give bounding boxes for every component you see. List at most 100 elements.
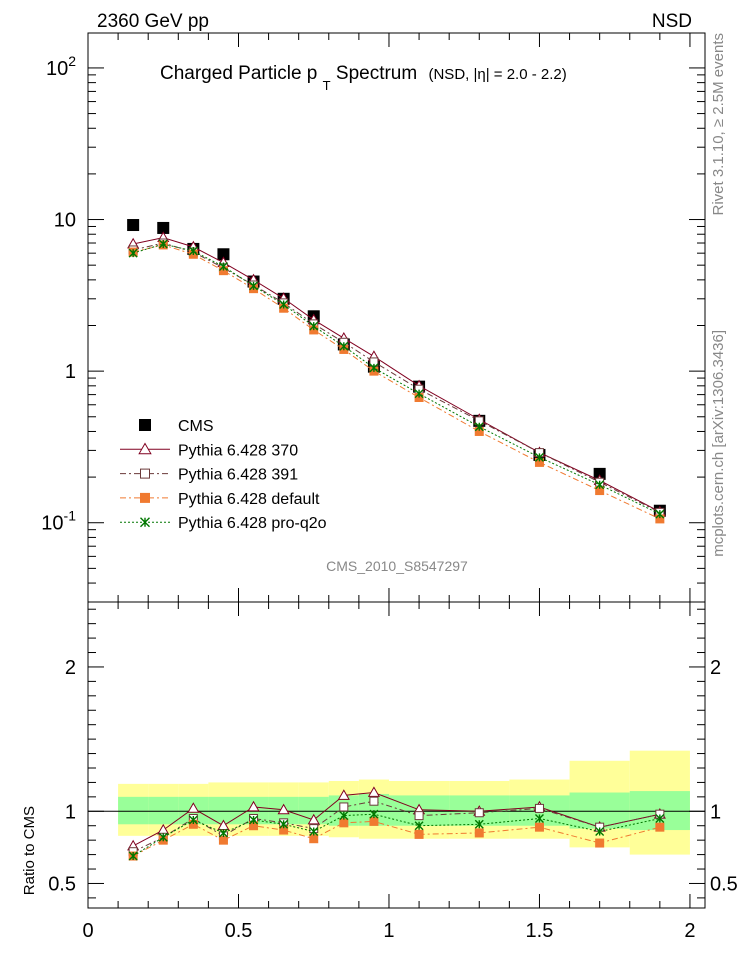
ratio-point-pythia-6-428-370 xyxy=(187,802,200,813)
ratio-point-pythia-6-428-391 xyxy=(474,808,484,818)
ratio-point-pythia-6-428-pro-q2o xyxy=(655,814,665,824)
main-marks xyxy=(127,219,666,524)
chart-title-subscript: T xyxy=(323,78,331,93)
ratio-panel: 0 0.5 1 1.5 2 0.5 0.5 1 1 2 2 Ratio to CMS xyxy=(21,601,738,942)
ratio-point-pythia-6-428-370 xyxy=(247,800,260,812)
main-panel: 10-1 1 10 102 Charged Particle p T Spectrum… xyxy=(41,32,706,603)
ratio-point-pythia-6-428-pro-q2o xyxy=(188,815,198,825)
y-tick-label: 2 xyxy=(65,657,76,679)
ratio-point-pythia-6-428-pro-q2o xyxy=(534,814,544,824)
ratio-point-pythia-6-428-370 xyxy=(277,803,290,815)
ratio-point-pythia-6-428-default xyxy=(655,822,665,832)
series-line-pythia-6-428-pro-q2o xyxy=(132,243,661,515)
ratio-point-pythia-6-428-pro-q2o xyxy=(309,827,319,836)
y-tick-label: 0.5 xyxy=(48,873,76,895)
ratio-bands xyxy=(88,750,705,855)
ratio-point-pythia-6-428-default xyxy=(595,838,605,848)
y-tick-label: 1 xyxy=(65,801,76,823)
energy-label: 2360 GeV pp xyxy=(97,11,209,32)
chart-title-tail: Spectrum xyxy=(336,63,417,84)
ratio-point-pythia-6-428-default xyxy=(414,829,424,839)
data-point-pythia-6-428-pro-q2o xyxy=(309,321,319,331)
chart-title: Charged Particle p T Spectrum (NSD, |η| … xyxy=(160,63,567,95)
legend-label-pythia-6-428-370: Pythia 6.428 370 xyxy=(178,442,298,459)
y-tick-label-right: 2 xyxy=(710,657,721,679)
legend-label-pythia-6-428-391: Pythia 6.428 391 xyxy=(178,467,298,484)
legend-marker-pythia-6-428-pro-q2o xyxy=(140,517,150,528)
y-tick-label-right: 0.5 xyxy=(710,873,738,895)
ratio-point-pythia-6-428-370 xyxy=(337,789,350,800)
ratio-point-pythia-6-428-pro-q2o xyxy=(369,809,379,819)
series-line-pythia-6-428-391 xyxy=(132,242,661,513)
ratio-point-pythia-6-428-391 xyxy=(414,811,424,821)
chart-title-note: (NSD, |η| = 2.0 - 2.2) xyxy=(428,66,566,83)
data-point-pythia-6-428-pro-q2o xyxy=(339,341,349,351)
chart-title-main: Charged Particle p xyxy=(160,63,317,84)
ratio-point-pythia-6-428-pro-q2o xyxy=(249,815,259,825)
legend-marker-cms xyxy=(139,419,151,431)
data-point-pythia-6-428-pro-q2o xyxy=(249,281,259,291)
ratio-point-pythia-6-428-391 xyxy=(369,796,379,806)
data-point-pythia-6-428-pro-q2o xyxy=(158,239,168,249)
legend-marker-pythia-6-428-391 xyxy=(140,468,150,479)
data-point-pythia-6-428-pro-q2o xyxy=(279,300,289,310)
data-point-pythia-6-428-pro-q2o xyxy=(595,480,605,490)
ratio-point-pythia-6-428-pro-q2o xyxy=(158,832,168,842)
legend-label-pythia-6-428-pro-q2o: Pythia 6.428 pro-q2o xyxy=(178,515,327,532)
ratio-marks xyxy=(127,786,666,861)
y-tick-label: 102 xyxy=(46,53,76,80)
ratio-frame xyxy=(87,601,706,909)
uncertainty-band-inner xyxy=(148,796,179,825)
x-tick-label: 0 xyxy=(82,920,93,942)
x-tick-label: 2 xyxy=(684,920,695,942)
process-label: NSD xyxy=(652,11,692,32)
ratio-point-pythia-6-428-pro-q2o xyxy=(339,811,349,821)
ratio-point-pythia-6-428-370 xyxy=(367,786,380,797)
x-tick-label: 0.5 xyxy=(225,920,253,942)
uncertainty-band-inner xyxy=(118,796,149,825)
ratio-point-pythia-6-428-default xyxy=(309,834,319,844)
ratio-line-pythia-6-428-391 xyxy=(132,800,661,853)
y-tick-label-exponent: 2 xyxy=(68,53,76,69)
data-point-pythia-6-428-pro-q2o xyxy=(369,363,379,373)
legend: CMS Pythia 6.428 370 Pythia 6.428 391 Pythi… xyxy=(120,418,327,532)
ratio-axes: 0 0.5 1 1.5 2 0.5 0.5 1 1 2 2 xyxy=(48,602,738,942)
y-tick-label: 10 xyxy=(54,210,76,232)
x-tick-label: 1.5 xyxy=(526,920,554,942)
data-point-pythia-6-428-pro-q2o xyxy=(188,246,198,256)
rivet-version-label: Rivet 3.1.10, ≥ 2.5M events xyxy=(710,33,727,216)
data-point-pythia-6-428-pro-q2o xyxy=(218,262,228,271)
ratio-point-pythia-6-428-default xyxy=(534,822,544,832)
y-tick-label: 10-1 xyxy=(41,508,76,535)
x-tick-label: 1 xyxy=(383,920,394,942)
ratio-point-pythia-6-428-391 xyxy=(534,803,544,813)
ratio-point-pythia-6-428-default xyxy=(474,828,484,838)
ratio-point-pythia-6-428-pro-q2o xyxy=(595,827,605,836)
legend-marker-pythia-6-428-370 xyxy=(138,442,152,455)
main-axes: 10-1 1 10 102 xyxy=(41,33,705,603)
legend-marker-pythia-6-428-default xyxy=(140,492,150,503)
ratio-point-pythia-6-428-default xyxy=(369,816,379,826)
mcplots-label: mcplots.cern.ch [arXiv:1306.3436] xyxy=(710,330,727,557)
ratio-point-pythia-6-428-pro-q2o xyxy=(474,819,484,829)
data-point-pythia-6-428-pro-q2o xyxy=(414,389,424,399)
ratio-ylabel: Ratio to CMS xyxy=(21,806,38,895)
analysis-id-label: CMS_2010_S8547297 xyxy=(326,558,468,574)
y-tick-label-exponent: -1 xyxy=(64,508,77,524)
data-point-pythia-6-428-pro-q2o xyxy=(474,422,484,432)
data-point-pythia-6-428-pro-q2o xyxy=(655,509,665,519)
ratio-point-pythia-6-428-pro-q2o xyxy=(128,851,138,861)
data-point-pythia-6-428-pro-q2o xyxy=(534,452,544,462)
ratio-point-pythia-6-428-pro-q2o xyxy=(414,821,424,831)
ratio-point-pythia-6-428-370 xyxy=(307,813,320,825)
legend-label-pythia-6-428-default: Pythia 6.428 default xyxy=(178,491,320,508)
y-tick-label-right: 1 xyxy=(710,801,721,823)
y-tick-label: 1 xyxy=(65,361,76,383)
ratio-point-pythia-6-428-default xyxy=(339,818,349,828)
ratio-point-pythia-6-428-391 xyxy=(339,802,349,812)
ratio-point-pythia-6-428-pro-q2o xyxy=(218,828,228,838)
data-point-pythia-6-428-pro-q2o xyxy=(128,248,138,258)
ratio-line-pythia-6-428-default xyxy=(132,820,661,857)
ratio-point-pythia-6-428-default xyxy=(218,835,228,845)
